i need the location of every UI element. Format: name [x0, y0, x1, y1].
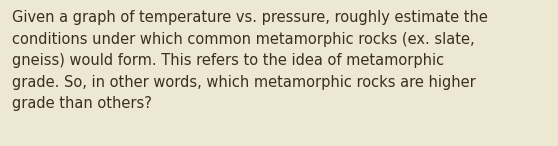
Text: Given a graph of temperature vs. pressure, roughly estimate the
conditions under: Given a graph of temperature vs. pressur…	[12, 10, 488, 111]
